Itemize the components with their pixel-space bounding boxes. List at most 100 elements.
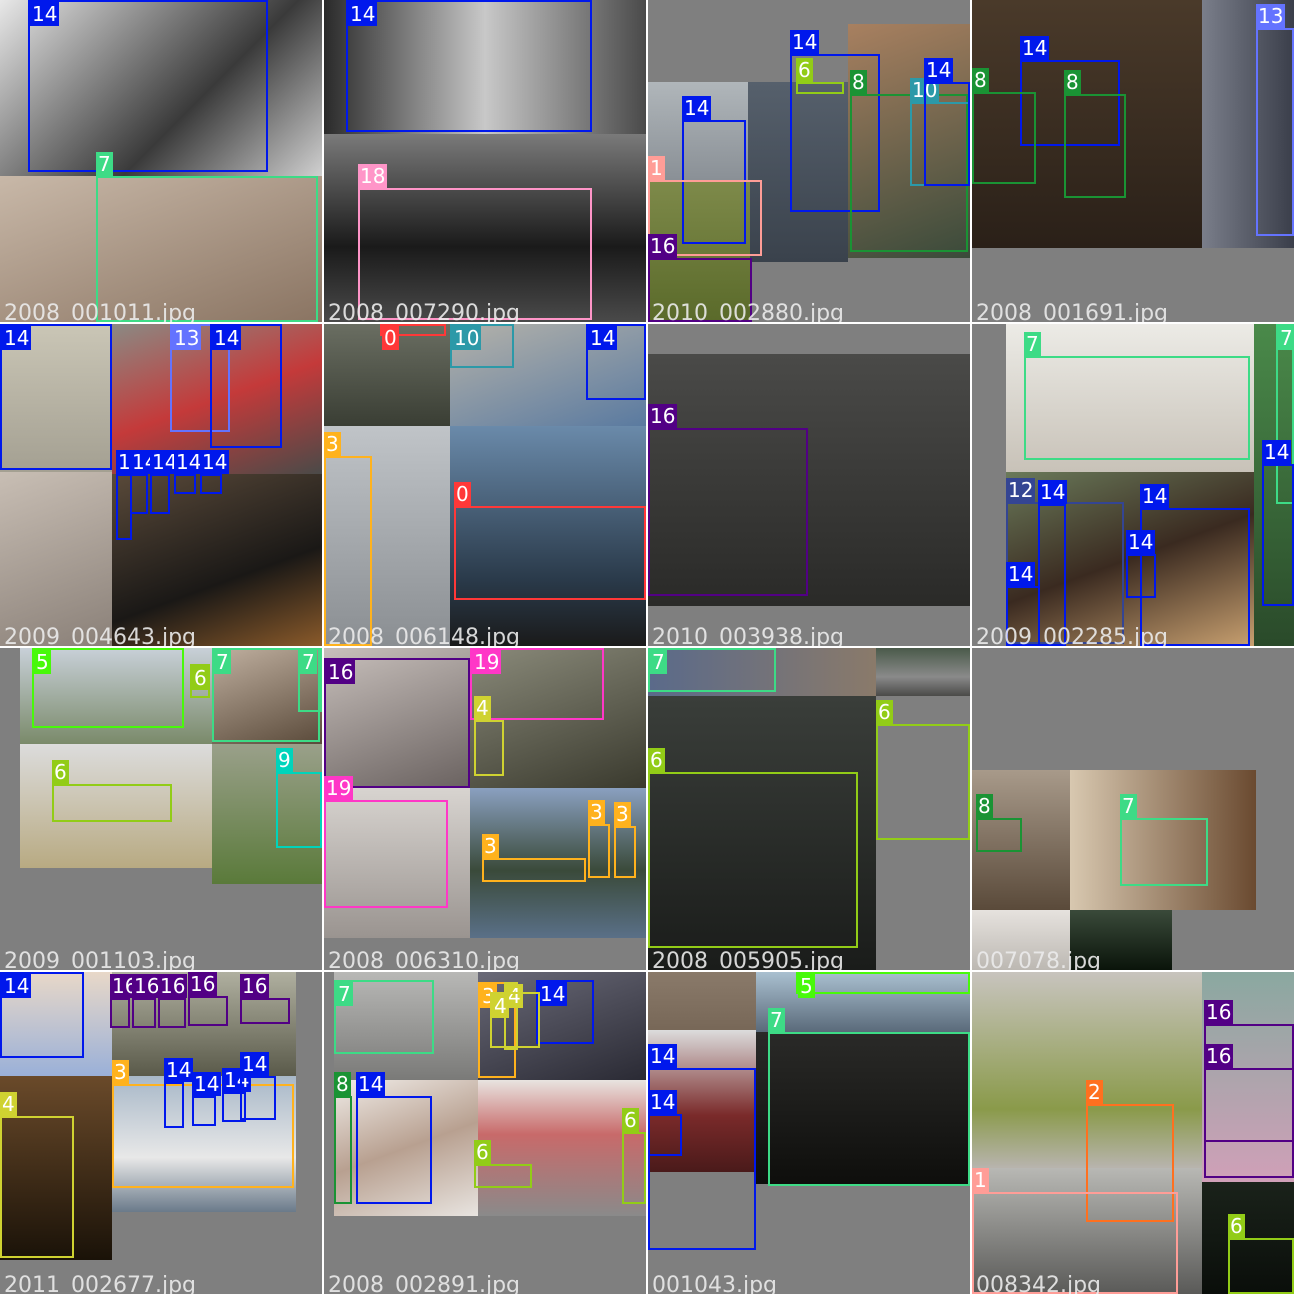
detection-box: 8: [334, 1072, 352, 1204]
class-label: 4: [0, 1092, 17, 1116]
photo-truck: [478, 1080, 646, 1216]
mosaic-tile: 14 18 2008_007290.jpg: [324, 0, 646, 322]
photo-bus: [20, 648, 212, 744]
detection-box: 14: [210, 324, 282, 448]
mosaic-tile: 6 14 14 1 16 8 10 14 2010_002880.jpg: [648, 0, 970, 322]
detection-box: 7: [96, 152, 318, 322]
detection-box: 14: [536, 980, 594, 1044]
detection-box: 3: [614, 802, 636, 878]
class-label: 10: [452, 326, 482, 350]
detection-box: 7: [1276, 324, 1294, 504]
photo-cat-bed: [1006, 324, 1254, 472]
detection-box: 1: [972, 1168, 1178, 1294]
detection-box: 5: [32, 648, 184, 728]
class-label: 14: [1020, 36, 1050, 60]
mosaic-tile: 14 8 8 13 2008_001691.jpg: [972, 0, 1294, 322]
detection-box: 19: [324, 776, 448, 908]
class-label: 14: [240, 1052, 270, 1076]
class-label: 7: [650, 650, 667, 674]
class-label: 14: [588, 326, 618, 350]
class-label: 16: [240, 974, 270, 998]
class-label: 8: [334, 1072, 351, 1096]
image-filename: 2011_002677.jpg: [4, 1273, 197, 1294]
class-label: 7: [768, 1008, 785, 1032]
photo-wall: [748, 82, 848, 262]
mosaic-tile: 8 7 007078.jpg: [972, 648, 1294, 970]
class-label: 14: [200, 450, 230, 474]
image-filename: 2009_004643.jpg: [4, 625, 197, 646]
detection-box: 14: [174, 450, 204, 494]
mosaic-tile: 5 7 14 14 001043.jpg: [648, 972, 970, 1294]
photo-side: [1254, 324, 1294, 646]
detection-box: 16: [324, 658, 470, 788]
detection-box: 14: [1262, 440, 1294, 606]
detection-box: 16: [1204, 1044, 1294, 1178]
class-label: 14: [1038, 480, 1068, 504]
class-label: 7: [214, 650, 231, 674]
class-label: 18: [358, 164, 388, 188]
detection-box: 6: [474, 1140, 532, 1188]
detection-box: 4: [474, 696, 504, 776]
mosaic-tile: 2 1 16 16 6 008342.jpg: [972, 972, 1294, 1294]
class-label: 14: [682, 96, 712, 120]
class-label: 14: [1126, 530, 1156, 554]
class-label: 13: [172, 326, 202, 350]
photo-boat: [112, 1076, 296, 1212]
detection-box: 3: [588, 800, 610, 878]
class-label: 6: [622, 1108, 639, 1132]
detection-box: 14: [1006, 562, 1040, 646]
detection-box: 6: [1228, 1214, 1294, 1294]
detection-box: 6: [796, 58, 844, 94]
detection-box: 14: [682, 96, 746, 244]
detection-box: 16: [648, 234, 752, 322]
class-label: 14: [164, 1058, 194, 1082]
class-label: 5: [798, 974, 815, 998]
class-label: 6: [876, 700, 893, 724]
class-label: 16: [1204, 1000, 1234, 1024]
detection-box: 7: [298, 648, 322, 712]
class-label: 7: [1024, 332, 1041, 356]
detection-box: 8: [1064, 70, 1126, 198]
class-label: 14: [1006, 562, 1036, 586]
class-label: 16: [648, 234, 678, 258]
class-label: 7: [336, 982, 353, 1006]
class-label: 16: [648, 404, 678, 428]
detection-box: 14: [648, 1090, 682, 1156]
class-label: 3: [614, 802, 631, 826]
photo-cow: [212, 744, 322, 884]
photo-black-cat: [756, 1032, 970, 1184]
detection-box: 8: [972, 68, 1036, 184]
photo-sheep: [648, 354, 970, 606]
class-label: 19: [472, 650, 502, 674]
class-label: 9: [276, 748, 293, 772]
photo-cat-sill: [334, 972, 478, 1080]
class-label: 16: [158, 974, 188, 998]
detection-box: 6: [52, 760, 172, 822]
detection-box: 7: [768, 1008, 970, 1186]
class-label: 14: [924, 58, 954, 82]
detection-box: 14: [164, 1058, 194, 1128]
image-filename: 2008_002891.jpg: [328, 1273, 521, 1294]
class-label: 4: [506, 984, 523, 1008]
detection-box: 6: [648, 748, 858, 948]
detection-box: 14: [0, 324, 112, 470]
class-label: 6: [474, 1140, 491, 1164]
image-filename: 2008_006148.jpg: [328, 625, 521, 646]
detection-box: 3: [324, 432, 372, 646]
image-filename: 2009_001103.jpg: [4, 949, 197, 970]
class-label: 7: [1278, 326, 1294, 350]
detection-box: 16: [188, 972, 228, 1026]
class-label: 3: [324, 432, 341, 456]
mosaic-tile: 161941933332008_006310.jpg: [324, 648, 646, 970]
class-label: 0: [382, 326, 399, 350]
detection-box: 14: [28, 0, 268, 172]
detection-box: 8: [850, 70, 968, 252]
detection-box: 19: [470, 648, 604, 720]
mosaic-tile: 14 16 16 16 16 16 3 14 14 14 14 4 2011_002677.jpg: [0, 972, 322, 1294]
mosaic-tile: 5 6 7 7 6 9 2009_001103.jpg: [0, 648, 322, 970]
photo-room: [972, 0, 1202, 248]
class-label: 4: [492, 994, 509, 1018]
class-label: 14: [356, 1072, 386, 1096]
class-label: 14: [790, 30, 820, 54]
detection-box: 7: [212, 648, 320, 742]
